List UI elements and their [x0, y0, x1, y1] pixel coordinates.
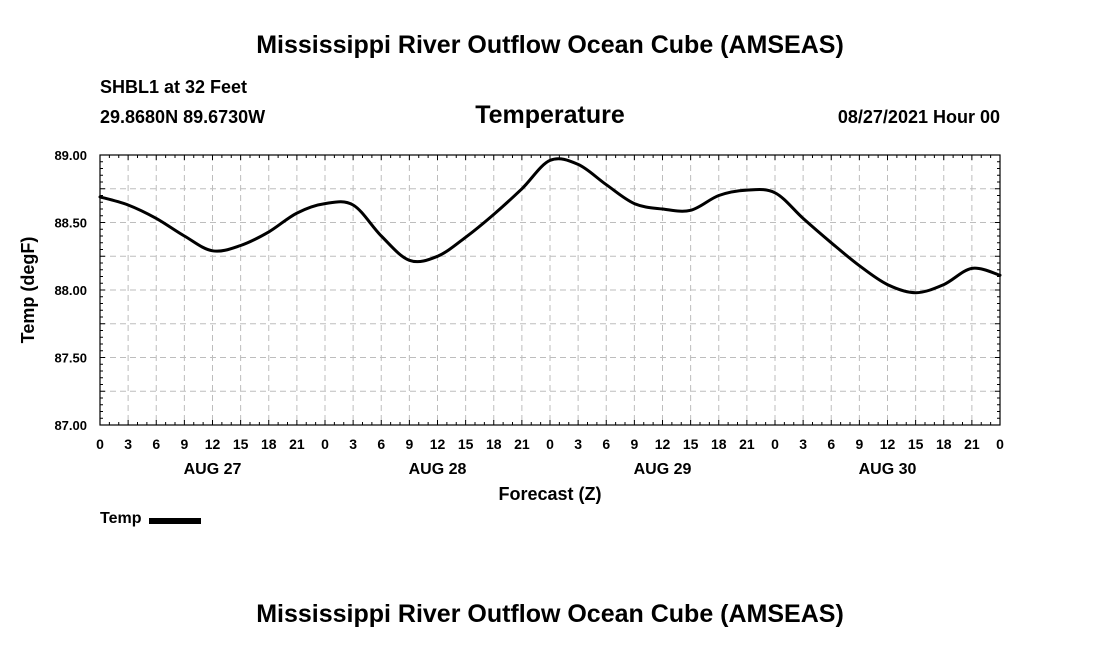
x-tick-label: 3	[574, 436, 582, 452]
x-tick-label: 6	[377, 436, 385, 452]
forecast-date: 08/27/2021 Hour 00	[837, 107, 1000, 127]
y-tick-label: 88.00	[54, 283, 87, 298]
x-tick-label: 9	[405, 436, 413, 452]
x-tick-label: 21	[289, 436, 305, 452]
x-tick-label: 21	[739, 436, 755, 452]
x-tick-label: 12	[655, 436, 671, 452]
x-tick-label: 12	[205, 436, 221, 452]
x-tick-label: 18	[936, 436, 952, 452]
y-tick-label: 89.00	[54, 148, 87, 163]
station-label: SHBL1 at 32 Feet	[100, 77, 248, 97]
x-tick-label: 15	[233, 436, 249, 452]
legend-line-swatch	[149, 517, 202, 524]
x-tick-label: 9	[855, 436, 863, 452]
x-tick-label: 6	[602, 436, 610, 452]
x-tick-label: 12	[430, 436, 446, 452]
x-tick-label: 0	[996, 436, 1004, 452]
x-tick-label: 6	[827, 436, 835, 452]
grid-lines	[100, 155, 1000, 425]
day-label: AUG 28	[409, 461, 467, 478]
legend: Temp	[100, 510, 202, 528]
x-tick-label: 3	[349, 436, 357, 452]
y-tick-label: 87.50	[54, 351, 87, 366]
x-tick-label: 0	[771, 436, 779, 452]
x-tick-label: 15	[683, 436, 699, 452]
x-tick-label: 0	[96, 436, 104, 452]
y-tick-label: 87.00	[54, 418, 87, 433]
legend-label: Temp	[100, 510, 142, 527]
page-title: Mississippi River Outflow Ocean Cube (AM…	[256, 31, 844, 59]
x-tick-label: 3	[799, 436, 807, 452]
day-label: AUG 27	[184, 461, 242, 478]
axes: 87.00 87.50 88.00 88.50 89.00 0 3 6 9 12 15 18 21 0 3 6…	[54, 148, 1004, 478]
footer-title: Mississippi River Outflow Ocean Cube (AM…	[256, 600, 844, 628]
y-tick-label: 88.50	[54, 216, 87, 231]
day-label: AUG 29	[634, 461, 692, 478]
x-tick-label: 18	[261, 436, 277, 452]
x-tick-label: 18	[711, 436, 727, 452]
x-tick-label: 9	[630, 436, 638, 452]
x-tick-label: 21	[964, 436, 980, 452]
x-tick-label: 12	[880, 436, 896, 452]
x-tick-label: 6	[152, 436, 160, 452]
series-line-temp	[98, 157, 1002, 295]
x-tick-label: 15	[908, 436, 924, 452]
x-tick-label: 0	[321, 436, 329, 452]
coordinates-label: 29.8680N 89.6730W	[100, 107, 266, 127]
y-axis-label: Temp (degF)	[18, 237, 38, 344]
x-tick-label: 9	[180, 436, 188, 452]
x-tick-label: 15	[458, 436, 474, 452]
x-tick-label: 3	[124, 436, 132, 452]
series-layer	[98, 157, 1002, 295]
chart-subtitle: Temperature	[475, 101, 625, 129]
x-tick-label: 0	[546, 436, 554, 452]
x-tick-label: 18	[486, 436, 502, 452]
x-tick-label: 21	[514, 436, 530, 452]
x-axis-label: Forecast (Z)	[498, 484, 601, 504]
day-label: AUG 30	[859, 461, 917, 478]
